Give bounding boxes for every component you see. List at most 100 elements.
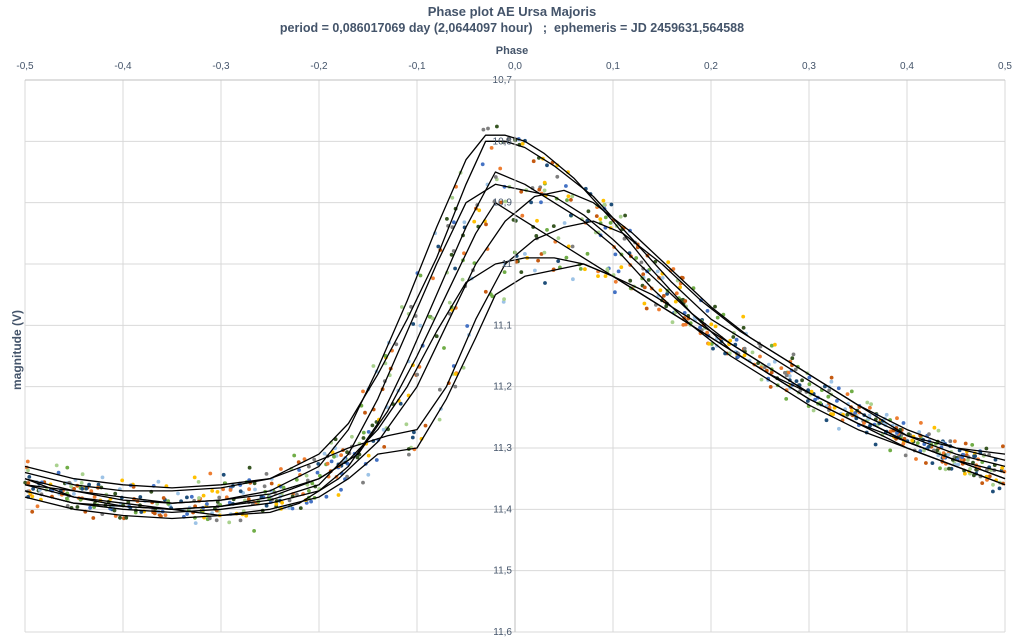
data-point — [963, 471, 967, 476]
x-axis-title: Phase — [495, 45, 529, 57]
data-point — [418, 273, 423, 278]
data-point — [713, 304, 717, 309]
x-tick-label: 0,0 — [508, 61, 522, 72]
data-point — [371, 364, 376, 368]
data-point — [603, 274, 608, 278]
data-point — [849, 409, 854, 413]
data-point — [827, 388, 832, 393]
data-point — [831, 412, 835, 417]
data-point — [54, 463, 59, 468]
data-point — [784, 397, 789, 401]
data-point — [705, 309, 710, 313]
data-point — [917, 430, 922, 434]
y-tick-label: 11 — [502, 259, 513, 270]
data-point — [570, 194, 575, 199]
data-point — [709, 342, 714, 346]
data-point — [80, 486, 85, 491]
data-point — [594, 214, 599, 219]
data-point — [674, 291, 679, 296]
data-point — [906, 432, 911, 436]
data-point — [442, 346, 446, 350]
data-point — [436, 244, 441, 249]
data-point — [644, 306, 649, 311]
data-point — [92, 495, 97, 499]
data-point — [613, 279, 618, 284]
data-point — [472, 219, 477, 224]
data-point — [963, 441, 968, 446]
data-point — [244, 513, 249, 518]
data-point — [596, 274, 600, 278]
data-point — [798, 389, 803, 393]
data-point — [329, 459, 334, 464]
data-point — [769, 343, 774, 348]
data-point — [809, 389, 814, 394]
data-point — [956, 462, 961, 467]
data-point — [953, 439, 957, 444]
data-point — [450, 195, 455, 200]
data-point — [312, 457, 317, 462]
data-point — [862, 421, 866, 425]
data-point — [922, 448, 926, 453]
data-point — [531, 159, 536, 164]
data-point — [545, 163, 549, 168]
data-point — [734, 337, 739, 342]
data-point — [642, 301, 647, 306]
data-point — [947, 466, 951, 471]
data-point — [499, 200, 504, 205]
data-point — [96, 482, 101, 487]
data-point — [924, 461, 928, 465]
data-point — [791, 352, 796, 357]
data-point — [400, 305, 404, 309]
data-point — [793, 367, 798, 372]
data-point — [1000, 466, 1005, 470]
data-point — [307, 489, 311, 493]
phase-curve — [24, 263, 1006, 520]
data-point — [221, 487, 226, 492]
data-point — [215, 490, 220, 494]
data-point — [794, 379, 799, 383]
data-point — [991, 482, 995, 487]
data-point — [112, 508, 117, 513]
data-point — [608, 221, 613, 225]
data-point — [634, 256, 639, 260]
data-point — [453, 372, 458, 376]
data-point — [290, 506, 295, 511]
data-point — [227, 520, 232, 525]
data-point — [901, 421, 906, 425]
data-point — [430, 316, 435, 321]
data-point — [418, 323, 423, 328]
data-point — [787, 374, 792, 378]
data-point — [486, 126, 490, 131]
data-point — [113, 491, 118, 496]
x-tick-label: -0,4 — [114, 61, 132, 72]
x-tick-label: -0,2 — [310, 61, 328, 72]
data-point — [279, 467, 283, 471]
data-point — [539, 200, 543, 205]
data-point — [707, 341, 711, 346]
data-point — [221, 472, 226, 477]
data-point — [434, 334, 439, 339]
data-point — [603, 215, 608, 220]
data-point — [339, 453, 343, 457]
data-point — [658, 288, 663, 293]
data-point — [845, 412, 850, 417]
data-point — [826, 394, 831, 399]
data-point — [556, 236, 561, 241]
data-point — [460, 277, 465, 282]
data-point — [742, 346, 747, 351]
data-point — [513, 219, 518, 223]
data-point — [731, 335, 736, 339]
data-point — [445, 217, 449, 221]
data-point — [987, 474, 992, 479]
data-point — [698, 325, 702, 330]
data-point — [477, 208, 482, 213]
data-point — [156, 479, 161, 484]
data-point — [410, 435, 415, 440]
y-tick-label: 11,4 — [493, 504, 512, 515]
axes: 10,710,810,91111,111,211,311,411,511,6-0… — [16, 61, 1012, 638]
data-point — [100, 475, 105, 480]
data-point — [946, 452, 951, 457]
data-point — [971, 460, 975, 465]
phase-curve — [24, 171, 1006, 514]
